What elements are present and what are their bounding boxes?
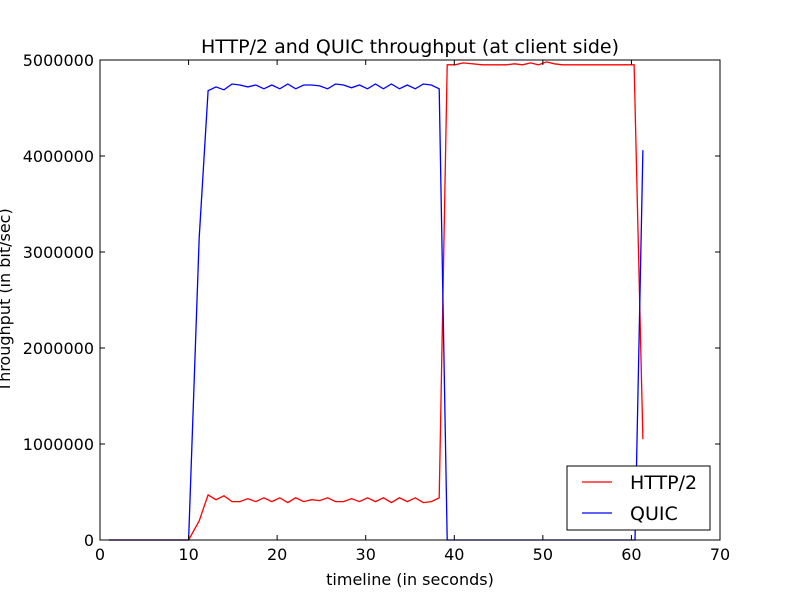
y-axis-label: Throughput (in bit/sec) — [0, 208, 14, 392]
plot-area: 0 10 20 30 40 50 60 70 0 1000000 2000000 3000000 400… — [23, 51, 730, 564]
x-tick-label: 50 — [533, 545, 553, 564]
tick-layer: 0 10 20 30 40 50 60 70 0 1000000 2000000 3000000 400… — [23, 51, 730, 564]
x-tick-label: 30 — [356, 545, 376, 564]
y-tick-label: 4000000 — [23, 147, 94, 166]
plot-frame — [100, 60, 720, 540]
series-line-http-2 — [108, 61, 644, 541]
x-tick-label: 10 — [178, 545, 198, 564]
x-tick-label: 0 — [95, 545, 105, 564]
y-tick-label: 1000000 — [23, 435, 94, 454]
plot-border — [99, 59, 721, 541]
y-tick-label: 2000000 — [23, 339, 94, 358]
legend: HTTP/2 QUIC — [566, 465, 711, 531]
legend-label-http2: HTTP/2 — [630, 472, 697, 494]
chart-title: HTTP/2 and QUIC throughput (at client si… — [201, 36, 619, 58]
y-tick-label: 5000000 — [23, 51, 94, 70]
y-tick-label: 3000000 — [23, 243, 94, 262]
x-axis-label: timeline (in seconds) — [326, 570, 494, 589]
legend-label-quic: QUIC — [630, 503, 678, 525]
x-tick-label: 70 — [710, 545, 730, 564]
legend-box — [566, 465, 711, 531]
x-tick-label: 20 — [267, 545, 287, 564]
y-tick-label: 0 — [84, 531, 94, 550]
x-tick-label: 40 — [444, 545, 464, 564]
x-tick-label: 60 — [621, 545, 641, 564]
